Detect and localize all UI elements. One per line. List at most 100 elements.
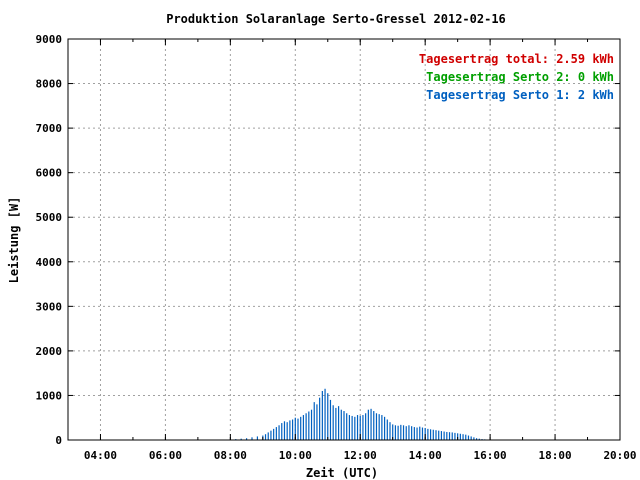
bar-serto-1 <box>383 416 386 440</box>
chart-title: Produktion Solaranlage Serto-Gressel 201… <box>166 12 506 26</box>
bar-serto-1 <box>308 411 310 440</box>
legend: Tagesertrag total: 2.59 kWh Tagesertrag S… <box>419 52 614 102</box>
bar-serto-1 <box>337 406 340 440</box>
bar-serto-1 <box>300 416 302 440</box>
bar-serto-1 <box>289 420 291 440</box>
bar-serto-1 <box>251 437 253 440</box>
y-tick-label: 0 <box>55 434 62 447</box>
bar-serto-1 <box>443 431 445 440</box>
bar-serto-1 <box>240 438 242 440</box>
bar-serto-1 <box>346 413 348 440</box>
bar-serto-1 <box>400 424 402 440</box>
bar-serto-1 <box>332 405 334 440</box>
bar-serto-1 <box>356 415 359 440</box>
x-tick-label: 04:00 <box>84 449 117 462</box>
bar-serto-1 <box>424 427 426 440</box>
bar-serto-1 <box>278 425 280 440</box>
x-tick-label: 08:00 <box>214 449 247 462</box>
bar-serto-1 <box>478 438 480 440</box>
bar-serto-1 <box>294 417 296 440</box>
grid-lines <box>68 39 620 440</box>
bar-serto-1 <box>305 413 307 440</box>
bar-serto-1 <box>367 409 369 440</box>
y-tick-label: 2000 <box>36 345 63 358</box>
bar-serto-1 <box>429 429 432 440</box>
bar-serto-1 <box>281 423 283 440</box>
bar-serto-1 <box>291 419 294 440</box>
bar-serto-1 <box>467 435 470 440</box>
bar-serto-1 <box>283 421 286 440</box>
x-tick-label: 06:00 <box>149 449 182 462</box>
bar-serto-1 <box>416 427 418 440</box>
bar-serto-1 <box>457 433 459 440</box>
bar-serto-1 <box>302 415 305 440</box>
x-tick-label: 12:00 <box>344 449 377 462</box>
y-tick-label: 3000 <box>36 300 63 313</box>
bar-serto-1 <box>297 418 299 440</box>
x-tick-labels: 04:00 06:00 08:00 10:00 12:00 14:00 16:00 18:00… <box>84 449 637 462</box>
legend-entry: Tagesertrag Serto 2: 0 kWh <box>426 70 614 84</box>
bar-serto-1 <box>421 427 424 440</box>
bar-serto-1 <box>310 409 313 440</box>
bar-serto-1 <box>324 388 326 440</box>
bar-serto-1 <box>354 416 356 440</box>
bar-serto-1 <box>394 425 397 440</box>
axes <box>67 38 621 441</box>
legend-entry: Tagesertrag Serto 1: 2 kWh <box>426 88 614 102</box>
bar-serto-1 <box>392 424 394 440</box>
bar-serto-1 <box>351 415 353 440</box>
bar-serto-1 <box>432 429 434 440</box>
bar-serto-1 <box>329 399 332 440</box>
bar-series-serto-1 <box>229 388 491 440</box>
bar-serto-1 <box>454 432 456 440</box>
x-axis-label: Zeit (UTC) <box>306 466 378 480</box>
bar-serto-1 <box>462 434 464 440</box>
bar-serto-1 <box>373 411 375 440</box>
bar-serto-1 <box>435 430 437 440</box>
bar-serto-1 <box>397 425 399 440</box>
bar-serto-1 <box>256 436 259 440</box>
y-tick-label: 8000 <box>36 78 63 91</box>
y-tick-label: 5000 <box>36 211 63 224</box>
bar-serto-1 <box>264 434 267 440</box>
bar-serto-1 <box>286 422 288 440</box>
bar-serto-1 <box>343 411 345 440</box>
bar-serto-1 <box>389 422 391 440</box>
bar-serto-1 <box>381 415 383 440</box>
y-tick-label: 6000 <box>36 167 63 180</box>
y-tick-label: 7000 <box>36 122 63 135</box>
bar-serto-1 <box>378 414 380 440</box>
legend-entry: Tagesertrag total: 2.59 kWh <box>419 52 614 66</box>
bar-serto-1 <box>386 419 388 440</box>
bar-serto-1 <box>359 415 361 440</box>
bar-serto-1 <box>438 430 440 440</box>
bar-serto-1 <box>267 432 269 440</box>
y-tick-label: 4000 <box>36 256 63 269</box>
bar-serto-1 <box>319 397 321 440</box>
bar-serto-1 <box>245 438 248 440</box>
bar-serto-1 <box>473 437 475 440</box>
bar-serto-1 <box>446 431 448 440</box>
bar-serto-1 <box>370 408 372 440</box>
y-tick-label: 1000 <box>36 389 63 402</box>
bar-serto-1 <box>475 438 478 440</box>
bar-serto-1 <box>340 409 342 440</box>
bar-serto-1 <box>419 426 421 440</box>
bar-serto-1 <box>402 425 405 440</box>
bar-serto-1 <box>321 390 323 440</box>
x-tick-label: 10:00 <box>279 449 312 462</box>
bar-serto-1 <box>273 428 275 440</box>
bar-serto-1 <box>365 413 367 440</box>
bar-serto-1 <box>327 393 329 440</box>
y-tick-labels: 0 1000 2000 3000 4000 5000 6000 7000 8000 9000 <box>36 33 63 447</box>
bar-serto-1 <box>335 407 337 440</box>
bar-serto-1 <box>440 431 443 440</box>
plot-frame <box>67 38 621 441</box>
bar-serto-1 <box>362 415 364 440</box>
bar-serto-1 <box>411 426 413 440</box>
bar-serto-1 <box>451 432 453 440</box>
bar-serto-1 <box>470 436 472 440</box>
x-tick-label: 20:00 <box>603 449 636 462</box>
bar-serto-1 <box>348 415 351 440</box>
bar-serto-1 <box>405 426 407 440</box>
